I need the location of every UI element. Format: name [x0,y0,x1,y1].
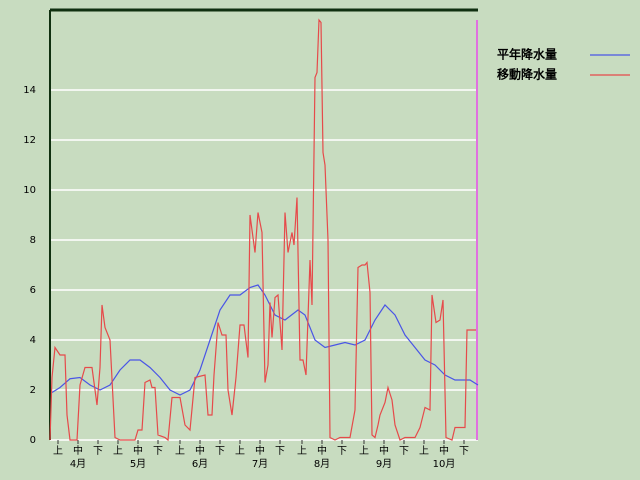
x-tick-label: 下 [399,446,409,457]
x-tick-label: 中 [195,444,205,457]
legend-label: 平年降水量 [497,47,557,62]
x-tick-label: 中 [379,444,389,457]
month-label: 9月 [376,458,392,470]
x-tick-label: 下 [215,446,225,457]
x-tick-label: 上 [297,445,307,457]
y-tick-label: 0 [30,435,36,446]
x-tick-label: 上 [359,445,369,457]
x-tick-label: 中 [133,444,143,457]
x-tick-label: 中 [255,444,265,457]
month-label: 5月 [130,458,146,470]
y-tick-label: 6 [30,285,36,296]
y-tick-label: 2 [30,385,36,396]
x-tick-label: 中 [317,444,327,457]
x-tick-label: 上 [175,445,185,457]
x-tick-label: 中 [439,444,449,457]
month-label: 6月 [192,458,208,470]
y-tick-label: 4 [30,335,36,346]
x-tick-label: 上 [419,445,429,457]
x-tick-label: 下 [275,446,285,457]
series-line [49,18,476,442]
x-tick-label: 下 [337,446,347,457]
x-tick-label: 下 [459,446,469,457]
x-tick-label: 中 [73,444,83,457]
month-label: 7月 [252,458,268,470]
y-tick-label: 12 [23,135,36,146]
x-tick-label: 上 [53,445,63,457]
x-tick-label: 上 [113,445,123,457]
y-tick-label: 10 [23,185,36,196]
series-line [51,284,479,396]
y-tick-label: 14 [23,85,36,96]
x-tick-label: 上 [235,445,245,457]
month-label: 10月 [433,458,456,470]
legend-label: 移動降水量 [497,67,557,82]
month-label: 8月 [314,458,330,470]
y-tick-label: 8 [30,235,36,246]
x-tick-label: 下 [93,446,103,457]
x-tick-label: 下 [153,446,163,457]
month-label: 4月 [70,458,86,470]
